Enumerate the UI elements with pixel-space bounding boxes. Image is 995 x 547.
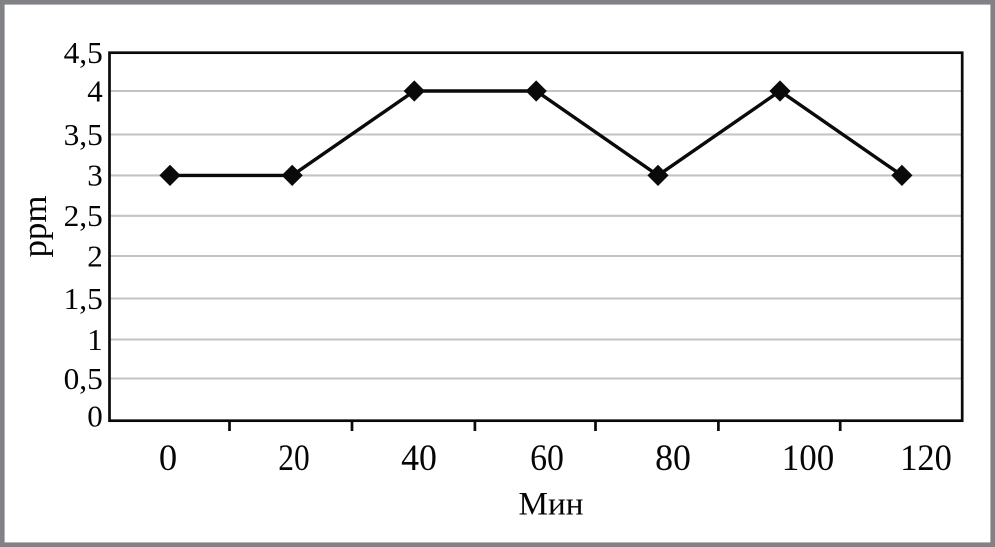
svg-text:20: 20	[278, 438, 309, 479]
svg-text:2: 2	[87, 238, 103, 273]
svg-text:0: 0	[159, 438, 177, 479]
svg-text:1,5: 1,5	[64, 281, 103, 316]
svg-text:4,5: 4,5	[64, 35, 103, 70]
svg-text:0: 0	[87, 399, 103, 434]
svg-text:2,5: 2,5	[64, 198, 103, 233]
svg-text:1: 1	[87, 322, 103, 357]
svg-text:40: 40	[401, 438, 437, 479]
svg-text:100: 100	[782, 438, 835, 479]
svg-text:ppm: ppm	[17, 196, 54, 258]
svg-text:Мин: Мин	[519, 487, 584, 523]
svg-text:80: 80	[655, 438, 691, 479]
svg-text:0,5: 0,5	[64, 361, 103, 396]
svg-text:3: 3	[87, 158, 103, 193]
svg-text:3,5: 3,5	[64, 117, 103, 152]
svg-text:60: 60	[530, 438, 564, 479]
svg-text:4: 4	[87, 73, 103, 108]
svg-text:120: 120	[900, 438, 952, 479]
